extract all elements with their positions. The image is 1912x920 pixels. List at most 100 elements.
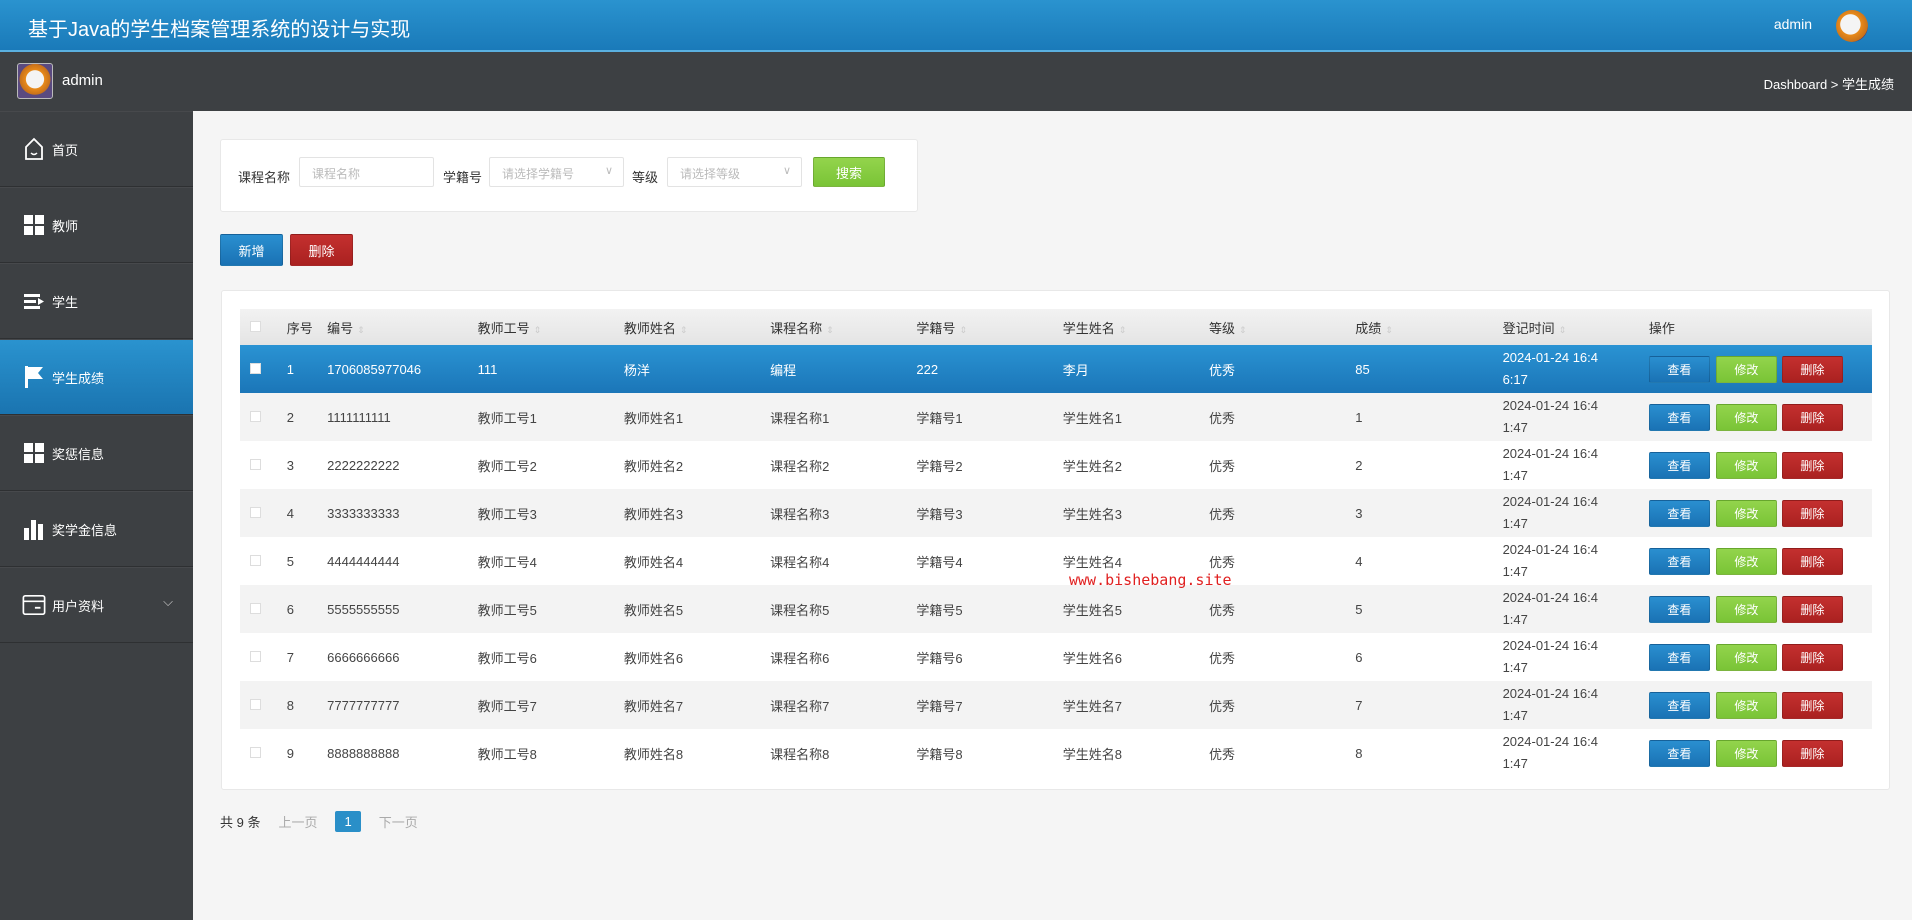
row-checkbox[interactable] — [250, 698, 261, 710]
delete-button[interactable]: 删除 — [1781, 500, 1843, 527]
column-header[interactable]: 编号 ⇕ — [327, 309, 478, 345]
sort-icon[interactable]: ⇕ — [533, 324, 542, 335]
view-button[interactable]: 查看 — [1648, 548, 1710, 575]
cell: 学生姓名8 — [1062, 729, 1209, 777]
breadcrumb[interactable]: Dashboard > 学生成绩 — [1763, 77, 1894, 92]
stuno-label: 学籍号 — [443, 170, 483, 185]
cell: 教师姓名1 — [623, 393, 771, 441]
edit-button[interactable]: 修改 — [1715, 644, 1777, 671]
sort-icon[interactable]: ⇕ — [1118, 324, 1127, 335]
next-page[interactable]: 下一页 — [378, 815, 418, 830]
view-button[interactable]: 查看 — [1648, 692, 1710, 719]
cell: 教师工号6 — [477, 633, 624, 681]
grade-select[interactable]: 请选择等级 ∨ — [667, 157, 802, 187]
column-header[interactable]: 学籍号 ⇕ — [916, 309, 1063, 345]
course-input[interactable]: 课程名称 — [299, 157, 434, 187]
course-label: 课程名称 — [238, 170, 291, 185]
sort-icon[interactable]: ⇕ — [959, 324, 967, 335]
row-checkbox[interactable] — [250, 506, 261, 518]
chevron-down-icon[interactable]: ⌵ — [163, 594, 173, 609]
sort-icon[interactable]: ⇕ — [357, 324, 365, 335]
view-button[interactable]: 查看 — [1648, 500, 1710, 527]
cell: 教师工号2 — [477, 441, 624, 489]
row-checkbox[interactable] — [250, 650, 261, 662]
column-header: 操作 — [1648, 309, 1872, 345]
sort-icon[interactable]: ⇕ — [1558, 324, 1567, 335]
table-panel: 序号 编号 ⇕ 教师工号 ⇕ 教师姓名 ⇕ 课程名称 ⇕ 学籍号 ⇕ 学生姓名 ⇕ 等级 ⇕ 成绩 ⇕ 登记时间 ⇕… — [221, 290, 1890, 790]
delete-button[interactable]: 删除 — [1781, 692, 1843, 719]
column-header[interactable]: 课程名称 ⇕ — [770, 309, 917, 345]
edit-button[interactable]: 修改 — [1715, 596, 1777, 623]
cell: 2222222222 — [327, 441, 478, 489]
prev-page[interactable]: 上一页 — [278, 815, 318, 830]
sidebar-item-2[interactable]: 学生 — [0, 263, 193, 339]
view-button[interactable]: 查看 — [1648, 740, 1710, 767]
view-button[interactable]: 查看 — [1648, 356, 1710, 383]
sidebar-item-4[interactable]: 奖惩信息 — [0, 415, 193, 491]
cell: 课程名称2 — [770, 441, 917, 489]
cell: 学生姓名5 — [1062, 585, 1209, 633]
edit-button[interactable]: 修改 — [1715, 740, 1777, 767]
view-button[interactable]: 查看 — [1648, 596, 1710, 623]
sidebar-item-0[interactable]: 首页 — [0, 111, 193, 187]
table-row[interactable]: 9 8888888888 教师工号8 教师姓名8 课程名称8 学籍号8 学生姓名8 优秀 8 20… — [240, 729, 1872, 777]
column-header[interactable]: 成绩 ⇕ — [1355, 309, 1503, 345]
delete-button[interactable]: 删除 — [1781, 740, 1843, 767]
delete-button[interactable]: 删除 — [1781, 452, 1843, 479]
add-button[interactable]: 新增 — [220, 234, 283, 266]
view-button[interactable]: 查看 — [1648, 404, 1710, 431]
page-1[interactable]: 1 — [335, 811, 361, 832]
column-header[interactable]: 教师姓名 ⇕ — [623, 309, 771, 345]
stuno-select[interactable]: 请选择学籍号 ∨ — [489, 157, 624, 187]
sort-icon[interactable]: ⇕ — [679, 324, 688, 335]
row-checkbox[interactable] — [250, 746, 261, 758]
edit-button[interactable]: 修改 — [1715, 548, 1777, 575]
sort-icon[interactable]: ⇕ — [1385, 324, 1393, 335]
edit-button[interactable]: 修改 — [1715, 404, 1777, 431]
delete-button[interactable]: 删除 — [1781, 548, 1843, 575]
table-row[interactable]: 6 5555555555 教师工号5 教师姓名5 课程名称5 学籍号5 学生姓名5 优秀 5 20… — [240, 585, 1872, 633]
table-row[interactable]: 7 6666666666 教师工号6 教师姓名6 课程名称6 学籍号6 学生姓名6 优秀 6 20… — [240, 633, 1872, 681]
search-button[interactable]: 搜索 — [813, 157, 885, 187]
sidebar-item-1[interactable]: 教师 — [0, 187, 193, 263]
delete-button[interactable]: 删除 — [1781, 596, 1843, 623]
sort-icon[interactable]: ⇕ — [826, 324, 834, 335]
table-row[interactable]: 3 2222222222 教师工号2 教师姓名2 课程名称2 学籍号2 学生姓名2 优秀 2 20… — [240, 441, 1872, 489]
cell: 教师姓名3 — [623, 489, 771, 537]
table-row[interactable]: 2 1111111111 教师工号1 教师姓名1 课程名称1 学籍号1 学生姓名1 优秀 1 20… — [240, 393, 1872, 441]
row-checkbox[interactable] — [250, 602, 261, 614]
cell: 学生姓名2 — [1062, 441, 1209, 489]
table-row[interactable]: 4 3333333333 教师工号3 教师姓名3 课程名称3 学籍号3 学生姓名3 优秀 3 20… — [240, 489, 1872, 537]
sidebar-item-6[interactable]: 用户资料 ⌵ — [0, 567, 193, 643]
column-header[interactable]: 登记时间 ⇕ — [1502, 309, 1649, 345]
column-header[interactable]: 教师工号 ⇕ — [477, 309, 624, 345]
row-checkbox[interactable] — [250, 554, 261, 566]
table-row[interactable]: 1 1706085977046 111 杨洋 编程 222 李月 优秀 85 2024-01-24… — [240, 345, 1872, 393]
sidebar-item-5[interactable]: 奖学金信息 — [0, 491, 193, 567]
cell-time: 2024-01-24 16:41:47 — [1502, 441, 1649, 489]
bulk-delete-button[interactable]: 删除 — [290, 234, 353, 266]
column-label: 成绩 — [1355, 320, 1382, 336]
edit-button[interactable]: 修改 — [1715, 692, 1777, 719]
sort-icon[interactable]: ⇕ — [1239, 324, 1247, 335]
row-checkbox[interactable] — [250, 362, 261, 374]
table-row[interactable]: 5 4444444444 教师工号4 教师姓名4 课程名称4 学籍号4 学生姓名4 优秀 4 20… — [240, 537, 1872, 585]
header-avatar[interactable] — [1836, 10, 1868, 42]
delete-button[interactable]: 删除 — [1781, 356, 1843, 383]
cell: 教师工号8 — [477, 729, 624, 777]
row-checkbox[interactable] — [250, 458, 261, 470]
delete-button[interactable]: 删除 — [1781, 404, 1843, 431]
select-all-checkbox[interactable] — [250, 320, 261, 332]
edit-button[interactable]: 修改 — [1715, 452, 1777, 479]
edit-button[interactable]: 修改 — [1715, 500, 1777, 527]
column-header[interactable]: 等级 ⇕ — [1208, 309, 1356, 345]
column-header[interactable]: 学生姓名 ⇕ — [1062, 309, 1209, 345]
row-checkbox[interactable] — [250, 410, 261, 422]
view-button[interactable]: 查看 — [1648, 452, 1710, 479]
header-username[interactable]: admin — [1773, 16, 1812, 32]
delete-button[interactable]: 删除 — [1781, 644, 1843, 671]
edit-button[interactable]: 修改 — [1715, 356, 1777, 383]
view-button[interactable]: 查看 — [1648, 644, 1710, 671]
sidebar-item-3[interactable]: 学生成绩 — [0, 339, 193, 415]
table-row[interactable]: 8 7777777777 教师工号7 教师姓名7 课程名称7 学籍号7 学生姓名7 优秀 7 20… — [240, 681, 1872, 729]
